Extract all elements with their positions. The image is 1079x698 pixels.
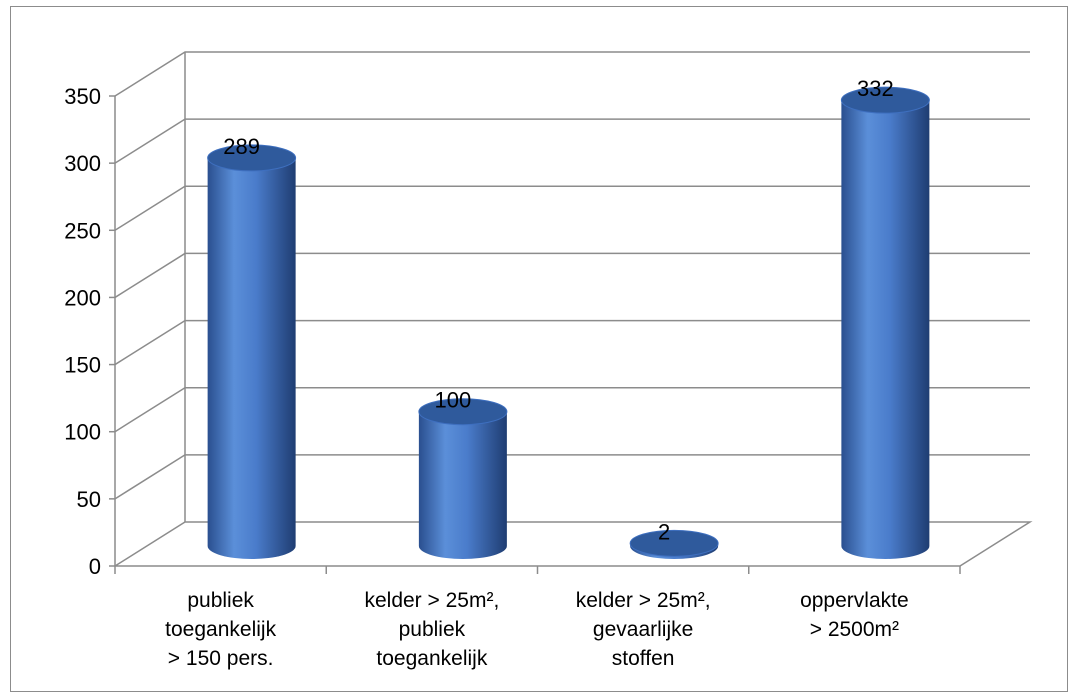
y-tick-label: 300: [64, 151, 101, 176]
x-category-label: oppervlakte > 2500m²: [754, 586, 954, 644]
bars: [207, 86, 930, 560]
category-label-line: publiek: [398, 618, 466, 641]
bar-top: [840, 86, 930, 114]
bar-body: [207, 157, 296, 559]
y-tick-label: 100: [64, 420, 101, 445]
category-label-line: > 150 pers.: [167, 647, 274, 670]
data-label: 332: [857, 76, 894, 101]
data-label: 2: [658, 519, 670, 544]
data-label: 289: [223, 134, 260, 159]
y-tick-label: 0: [89, 554, 101, 579]
category-label-line: oppervlakte: [800, 589, 909, 612]
category-label-line: kelder > 25m²,: [575, 589, 711, 612]
category-label-line: toegankelijk: [376, 647, 488, 670]
category-label-line: stoffen: [611, 647, 675, 670]
y-tick-label: 200: [64, 285, 101, 310]
gridline: [114, 51, 1030, 97]
bar-body: [841, 100, 930, 560]
bar-body: [418, 411, 507, 559]
y-tick-label: 250: [64, 218, 101, 243]
grid: [109, 51, 1033, 574]
floor: [114, 521, 1033, 567]
y-tick-label: 50: [77, 487, 101, 512]
bar: [629, 529, 719, 559]
bar-top: [207, 144, 297, 172]
data-labels: 289 100 2 332: [223, 76, 893, 544]
category-label-line: publiek: [187, 589, 254, 612]
bar-top: [629, 529, 719, 557]
gridline: [114, 454, 1030, 500]
gridline: [114, 252, 1030, 299]
data-label: 100: [435, 388, 472, 413]
bar: [840, 86, 930, 560]
bar: [207, 144, 297, 559]
category-label-line: > 2500m²: [809, 618, 900, 641]
gridline: [114, 386, 1030, 433]
x-category-label: kelder > 25m², gevaarlijke stoffen: [543, 586, 743, 673]
gridline: [114, 319, 1030, 366]
y-tick-label: 150: [64, 353, 101, 378]
gridline: [114, 118, 1030, 164]
category-label-line: toegankelijk: [165, 618, 277, 641]
x-category-label: kelder > 25m², publiek toegankelijk: [332, 586, 532, 673]
bar-top: [418, 398, 508, 426]
gridline: [114, 185, 1030, 231]
y-tick-label: 350: [64, 84, 101, 109]
x-category-label: publiek toegankelijk > 150 pers.: [121, 586, 321, 673]
bar: [418, 398, 508, 559]
category-label-line: gevaarlijke: [592, 618, 694, 641]
category-label-line: kelder > 25m²,: [364, 589, 500, 612]
y-axis-ticks: 0 50 100 150 200 250 300 350: [64, 84, 101, 579]
